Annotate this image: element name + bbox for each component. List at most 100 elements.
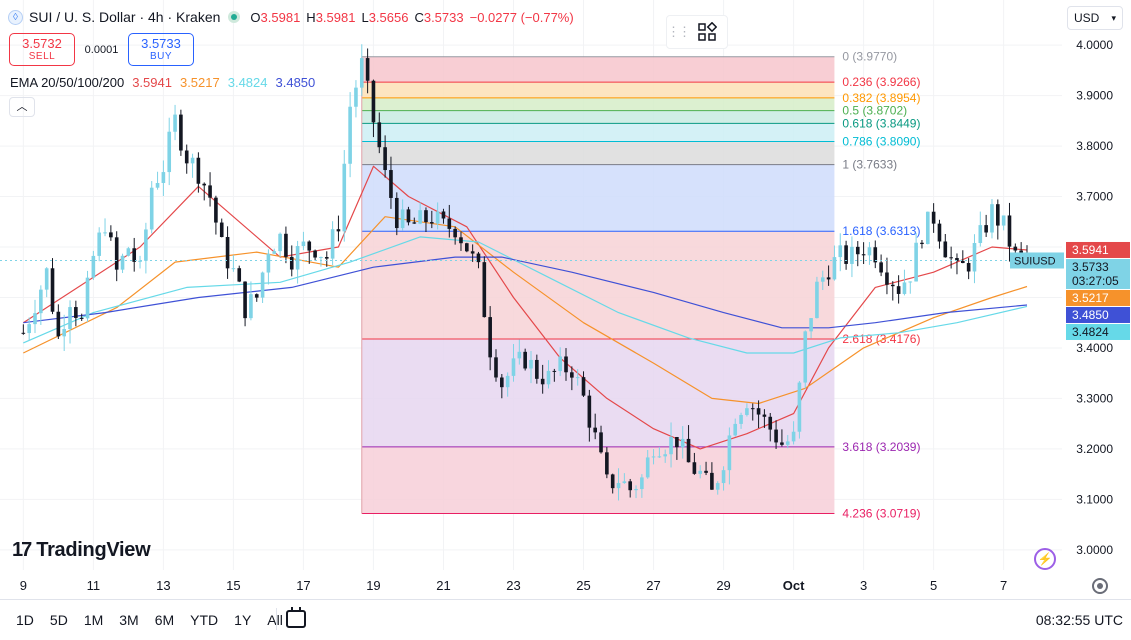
candle-body: [348, 106, 352, 164]
candle-body: [943, 241, 948, 258]
spread-value: 0.0001: [84, 43, 119, 56]
fibonacci-extension[interactable]: 0 (3.9770)0.236 (3.9266)0.382 (3.8954)0.…: [361, 50, 921, 521]
range-1d[interactable]: 1D: [16, 612, 34, 628]
ohlc-change: −0.0277 (−0.77%): [469, 9, 574, 25]
price-label-bg: [1066, 323, 1130, 340]
candle-body: [686, 438, 691, 463]
range-ytd[interactable]: YTD: [190, 612, 219, 628]
tradingview-logo[interactable]: 17 TradingView: [12, 539, 151, 562]
candle-body: [890, 284, 895, 287]
candle-body: [955, 258, 959, 261]
candle-body: [721, 470, 726, 484]
candle-body: [704, 470, 708, 473]
candle-body: [750, 408, 755, 410]
ohlc-high: H3.5981: [306, 9, 356, 25]
candle-body: [914, 242, 918, 282]
candle-body: [698, 470, 703, 474]
candle-body: [418, 210, 422, 224]
candle-body: [605, 452, 609, 475]
floating-toolbar[interactable]: ⋮⋮: [666, 15, 728, 49]
candle-body: [260, 272, 265, 298]
candle-body: [74, 307, 78, 318]
range-all[interactable]: All: [267, 612, 291, 628]
candle-body: [149, 187, 154, 230]
candle-body: [593, 427, 597, 433]
range-3m[interactable]: 3M: [119, 612, 139, 628]
y-tick-label: 3.3000: [1076, 391, 1113, 405]
candle-body: [406, 209, 411, 223]
fib-band: [361, 339, 835, 447]
candle-body: [435, 211, 440, 224]
candle-body: [651, 456, 656, 458]
logo-text: TradingView: [36, 539, 151, 561]
candle-body: [739, 414, 743, 424]
symbol-title[interactable]: SUI / U. S. Dollar · 4h · Kraken: [29, 9, 221, 25]
candle-body: [920, 242, 924, 245]
candle-body: [144, 229, 148, 261]
gear-icon[interactable]: [1092, 578, 1108, 594]
ohlc-low: L3.5656: [361, 9, 409, 25]
candle-body: [365, 58, 370, 81]
candle-body: [505, 375, 510, 388]
range-1m[interactable]: 1M: [83, 612, 104, 628]
x-tick-label: 23: [506, 578, 520, 593]
fib-level-label: 1.618 (3.6313): [842, 224, 920, 238]
candle-body: [564, 356, 568, 373]
candle-body: [756, 408, 761, 415]
candle-body: [465, 243, 469, 252]
candle-body: [138, 260, 142, 262]
currency-select[interactable]: USD ▾: [1067, 6, 1123, 30]
candle-body: [161, 172, 166, 183]
candle-body: [844, 245, 848, 264]
candle-body: [56, 311, 61, 337]
candle-body: [68, 307, 72, 330]
range-1y[interactable]: 1Y: [234, 612, 252, 628]
fib-level-label: 3.618 (3.2039): [842, 440, 920, 454]
fib-band: [361, 446, 835, 514]
object-tree-icon[interactable]: [697, 22, 717, 42]
fib-band: [361, 82, 835, 98]
candle-body: [826, 277, 831, 280]
candle-body: [354, 87, 358, 107]
calendar-icon[interactable]: [286, 607, 306, 628]
candle-body: [196, 157, 201, 184]
x-tick-label: 17: [296, 578, 310, 593]
drag-handle-icon[interactable]: ⋮⋮: [667, 24, 691, 39]
candle-body: [535, 359, 539, 379]
range-5d[interactable]: 5D: [49, 612, 68, 628]
sell-button[interactable]: 3.5732 SELL: [9, 33, 75, 66]
candle-body: [482, 262, 487, 318]
candle-body: [867, 247, 872, 256]
candle-body: [424, 210, 428, 223]
ema-line: [23, 256, 1028, 329]
currency-value: USD: [1074, 11, 1100, 25]
x-tick-label: 5: [930, 578, 937, 593]
candle-body: [978, 225, 983, 244]
candle-body: [39, 289, 43, 314]
utc-clock[interactable]: 08:32:55 UTC: [1035, 612, 1123, 628]
candle-body: [575, 377, 580, 379]
market-status-icon[interactable]: [228, 11, 241, 23]
candle-body: [219, 222, 224, 238]
y-tick-label: 3.8000: [1076, 139, 1113, 153]
candle-body: [208, 185, 212, 198]
candle-body: [120, 255, 125, 270]
buy-button[interactable]: 3.5733 BUY: [128, 33, 194, 66]
price-label-text: 3.5217: [1072, 291, 1109, 305]
flash-icon[interactable]: ⚡: [1034, 548, 1056, 570]
time-axis[interactable]: 9 11 13 15 17 19 21 23 25 27 29 Oct 3 5 7: [20, 578, 1008, 593]
x-tick-label: 11: [87, 578, 101, 593]
collapse-legend-button[interactable]: ︿: [9, 97, 35, 117]
candle-body: [546, 370, 551, 385]
ema-legend[interactable]: EMA 20/50/100/200 3.5941 3.5217 3.4824 3…: [10, 75, 315, 90]
candle-body: [628, 481, 633, 491]
candle-body: [254, 294, 259, 298]
fib-level-label: 0.236 (3.9266): [842, 75, 920, 89]
sell-price: 3.5732: [22, 36, 62, 51]
candle-body: [832, 257, 837, 280]
candle-body: [313, 250, 317, 258]
range-6m[interactable]: 6M: [154, 612, 175, 628]
candle-body: [377, 122, 382, 148]
